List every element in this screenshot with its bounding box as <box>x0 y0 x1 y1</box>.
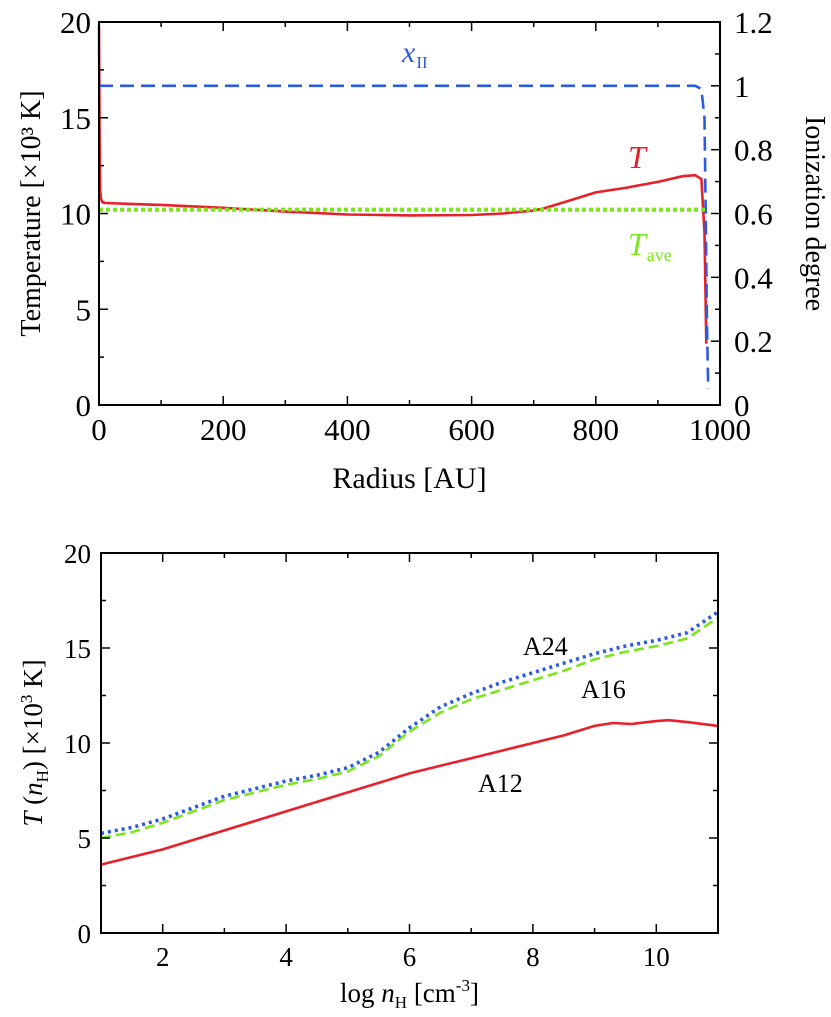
y-tick-label: 15 <box>64 634 91 664</box>
x-tick-label: 1000 <box>689 412 751 447</box>
plot-frame-bottom <box>100 552 719 934</box>
series-label-xII: xII <box>401 36 428 72</box>
x-axis-title: Radius [AU] <box>332 462 486 495</box>
series-label-A24: A24 <box>523 632 568 661</box>
x-tick-label: 6 <box>403 942 417 972</box>
x-tick-label: 2 <box>156 942 170 972</box>
x-tick-label: 8 <box>526 942 540 972</box>
plot-frame-top <box>98 21 721 406</box>
y-right-tick-label: 0.4 <box>734 260 773 295</box>
x-tick-label: 400 <box>324 412 371 447</box>
y-tick-label: 0 <box>78 919 92 949</box>
x-tick-label: 4 <box>279 942 293 972</box>
y-right-tick-label: 0.2 <box>734 324 773 359</box>
y-right-axis-title: Ionization degree <box>799 116 830 311</box>
panel-top: 0 200 400 600 800 10000510152000.20.40.60.811… <box>16 5 830 495</box>
series-line-A24 <box>100 610 720 836</box>
y-tick-label: 15 <box>60 101 91 136</box>
series-line-A16 <box>100 616 719 840</box>
y-right-tick-label: 1.2 <box>734 5 773 40</box>
series-label-A12: A12 <box>478 769 523 798</box>
series-line-x_II <box>99 84 710 390</box>
series-label-T: T <box>628 139 648 175</box>
series-line-A12 <box>100 718 719 866</box>
y-tick-label: 5 <box>76 292 92 327</box>
y-tick-label: 10 <box>64 729 91 759</box>
x-axis-title: log nH [cm-3] <box>340 976 479 1012</box>
series-label-A16: A16 <box>581 675 626 704</box>
x-tick-label: 0 <box>91 412 107 447</box>
panel-bottom: 2 4 6 8 10 0 5 10 15 20 log nH [cm-3] T (nH) [×103 … <box>17 539 720 1012</box>
x-tick-label: 600 <box>448 412 495 447</box>
y-right-tick-label: 0.6 <box>734 197 773 232</box>
y-right-tick-label: 0.8 <box>734 133 773 168</box>
y-right-tick-label: 0 <box>734 388 750 423</box>
y-tick-label: 5 <box>78 824 92 854</box>
y-right-tick-label: 1 <box>734 69 750 104</box>
series-label-Tave: Tave <box>628 226 672 265</box>
x-tick-label: 800 <box>573 412 620 447</box>
x-tick-label: 200 <box>200 412 247 447</box>
y-tick-label: 10 <box>60 197 91 232</box>
y-axis-title: Temperature [×10³ K] <box>16 90 47 336</box>
y-tick-label: 0 <box>76 388 92 423</box>
y-tick-label: 20 <box>60 5 91 40</box>
y-tick-label: 20 <box>64 539 91 569</box>
y-axis-title: T (nH) [×103 K] <box>17 659 52 826</box>
x-tick-label: 10 <box>643 942 670 972</box>
series-line-T <box>97 25 708 344</box>
